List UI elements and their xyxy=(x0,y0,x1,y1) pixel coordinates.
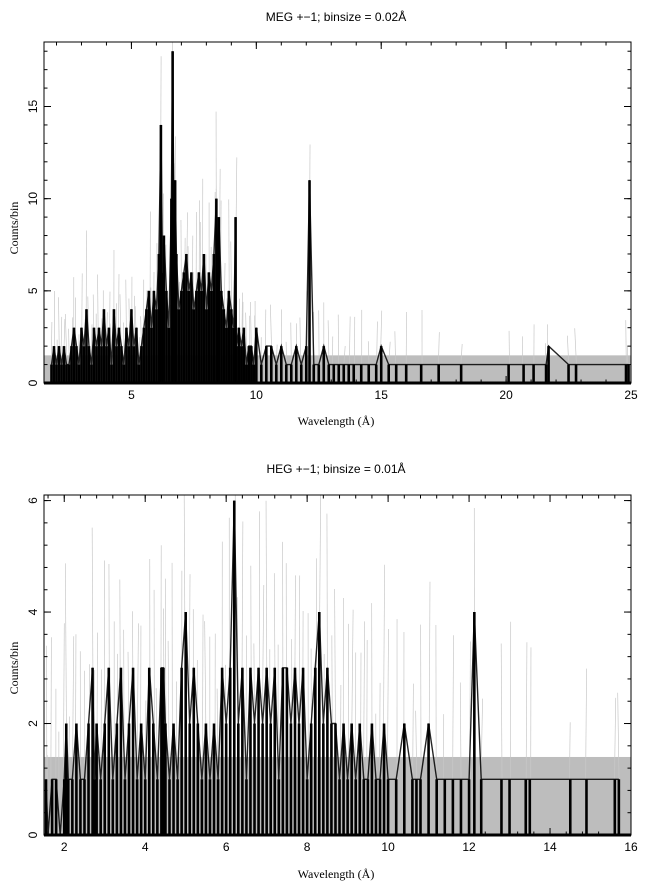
meg-xtick-label: 5 xyxy=(128,388,135,402)
heg-ytick-label: 4 xyxy=(26,608,40,615)
meg-xtick-label: 15 xyxy=(375,388,389,402)
heg-ytick-label: 0 xyxy=(26,831,40,838)
heg-xtick-label: 8 xyxy=(304,840,311,854)
heg-ytick-label: 6 xyxy=(26,497,40,504)
heg-xtick-label: 2 xyxy=(61,840,68,854)
meg-xtick-label: 10 xyxy=(250,388,264,402)
heg-xtick-label: 12 xyxy=(462,840,476,854)
meg-series-line xyxy=(50,51,629,368)
heg-title: HEG +−1; binsize = 0.01Å xyxy=(266,461,405,476)
heg-frame xyxy=(43,494,632,836)
meg-panel: MEG +−1; binsize = 0.02Å Wavelength (Å) … xyxy=(7,9,638,428)
meg-xlabel: Wavelength (Å) xyxy=(298,414,375,428)
meg-ylabel: Counts/bin xyxy=(7,202,21,255)
meg-ytick-label: 15 xyxy=(26,100,40,114)
heg-series-line xyxy=(45,500,619,836)
meg-xtick-label: 20 xyxy=(499,388,513,402)
heg-ylabel: Counts/bin xyxy=(7,642,21,695)
heg-xtick-label: 4 xyxy=(142,840,149,854)
meg-ytick-label: 5 xyxy=(26,287,40,294)
meg-ytick-label: 10 xyxy=(26,192,40,206)
meg-frame xyxy=(43,41,632,384)
meg-xtick-label: 25 xyxy=(624,388,638,402)
heg-series xyxy=(44,500,621,835)
meg-series xyxy=(50,51,630,383)
heg-xtick-label: 14 xyxy=(543,840,557,854)
heg-ytick-label: 2 xyxy=(26,720,40,727)
meg-title: MEG +−1; binsize = 0.02Å xyxy=(266,9,406,24)
heg-xtick-label: 10 xyxy=(381,840,395,854)
heg-xtick-label: 16 xyxy=(624,840,638,854)
heg-xlabel: Wavelength (Å) xyxy=(298,867,375,881)
heg-panel: HEG +−1; binsize = 0.01Å Wavelength (Å) … xyxy=(7,461,638,881)
heg-xtick-label: 6 xyxy=(223,840,230,854)
meg-ytick-label: 0 xyxy=(26,379,40,386)
